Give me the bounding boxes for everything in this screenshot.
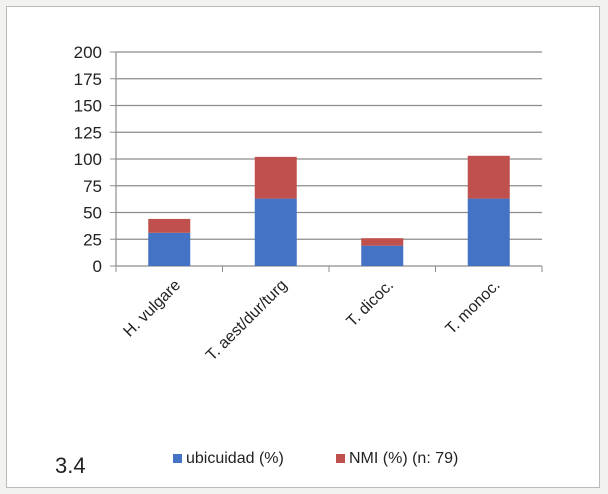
bar-segment-ubicuidad (467, 198, 510, 266)
bar-segment-nmi (148, 218, 191, 233)
x-category-label: H. vulgare (120, 277, 184, 341)
figure-label: 3.4 (55, 453, 86, 478)
y-tick-label: 25 (83, 230, 102, 249)
y-tick-label: 125 (74, 123, 102, 142)
gridlines (116, 51, 542, 240)
legend-label: NMI (%) (n: 79) (349, 450, 458, 467)
y-tick-label: 100 (74, 150, 102, 169)
y-tick-label: 150 (74, 97, 102, 116)
x-category-label: T. dicoc. (344, 277, 398, 331)
bar-segment-nmi (467, 155, 510, 199)
x-category-label: T. aest/dur/turg (203, 277, 290, 364)
y-tick-label: 75 (83, 177, 102, 196)
legend-swatch (336, 454, 345, 463)
bar-segment-ubicuidad (148, 232, 191, 266)
bars (148, 155, 510, 266)
y-tick-label: 200 (74, 43, 102, 62)
y-tick-label: 50 (83, 204, 102, 223)
y-tick-label: 0 (93, 257, 102, 276)
y-tick-label: 175 (74, 70, 102, 89)
legend: ubicuidad (%) NMI (%) (n: 79) (173, 450, 458, 467)
legend-label: ubicuidad (%) (186, 450, 284, 467)
bar-segment-ubicuidad (254, 198, 297, 266)
stacked-bar-chart: 0 25 50 75 100 125 150 175 200 H. vulgare T. aest/… (55, 43, 543, 478)
chart-frame: 0 25 50 75 100 125 150 175 200 H. vulgare T. aest/… (6, 6, 600, 488)
x-category-label: T. monoc. (443, 277, 504, 338)
legend-swatch (173, 454, 182, 463)
bar-segment-ubicuidad (361, 245, 404, 266)
bar-segment-nmi (361, 238, 404, 246)
bar-segment-nmi (254, 156, 297, 199)
